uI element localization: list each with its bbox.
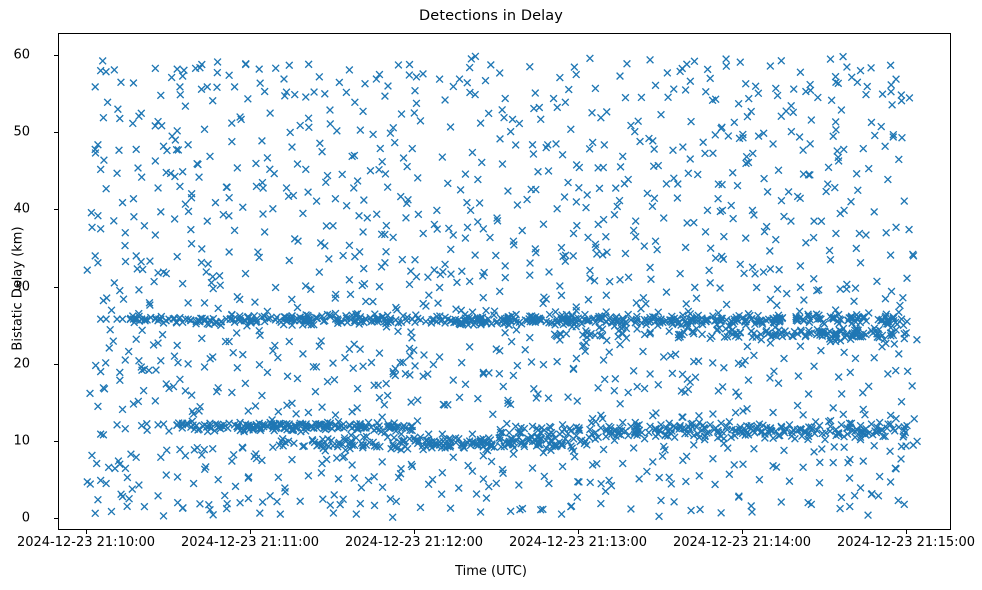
x-tick-label: 2024-12-23 21:14:00 — [672, 535, 812, 550]
x-axis-label: Time (UTC) — [455, 564, 527, 579]
x-tick-mark — [742, 530, 744, 534]
y-tick-label: 60 — [13, 47, 30, 63]
y-tick-label: 0 — [21, 510, 30, 526]
x-tick-mark — [906, 530, 908, 534]
x-tick-mark — [250, 530, 252, 534]
x-tick-mark — [414, 530, 416, 534]
x-tick-label: 2024-12-23 21:10:00 — [16, 535, 156, 550]
y-tick-label: 50 — [13, 124, 30, 140]
x-tick-mark — [86, 530, 88, 534]
y-tick-mark — [54, 286, 58, 288]
x-tick-mark — [578, 530, 580, 534]
scatter-series — [83, 52, 922, 522]
y-tick-label: 40 — [13, 201, 30, 217]
x-tick-label: 2024-12-23 21:15:00 — [836, 535, 976, 550]
chart-title: Detections in Delay — [419, 8, 563, 24]
y-tick-mark — [54, 55, 58, 57]
plot-area — [58, 33, 951, 530]
y-tick-label: 10 — [13, 433, 30, 449]
y-tick-mark — [54, 209, 58, 211]
x-tick-label: 2024-12-23 21:13:00 — [508, 535, 648, 550]
y-tick-label: 30 — [13, 279, 30, 294]
x-tick-label: 2024-12-23 21:12:00 — [344, 535, 484, 550]
y-tick-label: 20 — [13, 356, 30, 372]
x-tick-label: 2024-12-23 21:11:00 — [180, 535, 320, 550]
y-tick-mark — [54, 440, 58, 442]
y-tick-mark — [54, 363, 58, 365]
y-tick-mark — [54, 132, 58, 134]
y-tick-mark — [54, 518, 58, 520]
